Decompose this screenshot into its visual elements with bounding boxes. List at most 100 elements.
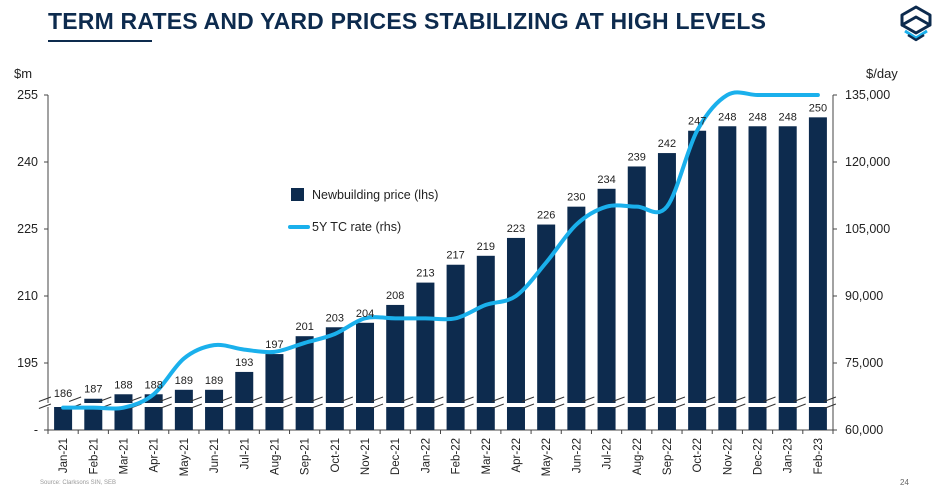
left-tick-label: 255 xyxy=(17,88,38,102)
axis-break-mark xyxy=(219,403,233,409)
x-tick-label: Apr-22 xyxy=(511,438,523,473)
bar xyxy=(718,126,737,431)
bar-value-label: 188 xyxy=(144,379,162,391)
source-note: Source: Clarksons SIN, SEB xyxy=(40,480,117,486)
x-tick-label: May-22 xyxy=(541,438,553,476)
axis-break-mark xyxy=(401,396,414,402)
bar xyxy=(506,237,525,430)
axis-break-mark xyxy=(793,396,806,402)
axis-break-mark xyxy=(702,403,716,409)
axis-break-mark xyxy=(129,396,142,402)
axis-break-mark xyxy=(189,396,203,402)
bar-value-label: 230 xyxy=(567,192,585,204)
bar xyxy=(295,336,314,430)
axis-break-mark xyxy=(280,396,293,402)
bar xyxy=(265,354,284,430)
axis-break-mark xyxy=(99,396,112,402)
axis-break-mark xyxy=(189,403,203,409)
bar-value-label: 189 xyxy=(175,375,193,387)
axis-break-mark xyxy=(582,403,595,409)
title-underline xyxy=(48,40,152,42)
bar-value-label: 186 xyxy=(54,388,72,400)
axis-break-mark xyxy=(491,403,504,409)
bar-value-label: 247 xyxy=(688,116,706,128)
data-labels: 186 187 188 188 189 189 193 197 201 203 204 208 213 2… xyxy=(54,102,827,400)
x-tick-label: Oct-21 xyxy=(330,438,342,473)
bar-value-label: 208 xyxy=(386,290,404,302)
page-number: 24 xyxy=(900,478,909,487)
axis-break-mark xyxy=(68,396,82,402)
right-tick-label: 120,000 xyxy=(845,155,890,169)
axis-break-mark xyxy=(551,396,565,402)
left-tick-label: - xyxy=(34,423,38,437)
bar-value-label: 239 xyxy=(628,151,646,163)
bar-value-label: 193 xyxy=(235,357,253,369)
bar xyxy=(476,255,495,430)
axis-break-mark xyxy=(582,396,595,402)
bar-value-label: 219 xyxy=(477,241,495,253)
axis-break-mark xyxy=(551,403,565,409)
axis-break-mark xyxy=(38,403,52,409)
bar-value-label: 223 xyxy=(507,223,525,235)
bar-value-label: 201 xyxy=(295,321,313,333)
axis-break-mark xyxy=(702,396,716,402)
bar xyxy=(114,394,133,430)
x-tick-label: Sep-21 xyxy=(300,438,312,475)
bar-value-label: 188 xyxy=(114,379,132,391)
x-tick-label: Dec-21 xyxy=(390,438,402,475)
axis-break-mark xyxy=(642,396,655,402)
x-tick-label: Nov-22 xyxy=(722,438,734,475)
right-axis-unit: $/day xyxy=(866,66,898,81)
axis-break-mark xyxy=(672,396,686,402)
axis-break-mark xyxy=(431,396,444,402)
x-tick-label: Feb-21 xyxy=(88,438,100,474)
axis-break-mark xyxy=(763,403,776,409)
bar-value-label: 217 xyxy=(446,250,464,262)
x-tick-label: Jun-21 xyxy=(209,438,221,473)
axis-break-mark xyxy=(521,396,535,402)
axis-break-mark xyxy=(340,396,354,402)
axis-break-mark xyxy=(672,403,686,409)
right-tick-label: 90,000 xyxy=(845,289,883,303)
left-tick-label: 210 xyxy=(17,289,38,303)
bars-group xyxy=(54,117,827,431)
axis-break-mark xyxy=(401,403,414,409)
x-tick-label: Aug-22 xyxy=(632,438,644,475)
x-tick-label: Feb-23 xyxy=(813,438,825,474)
bar xyxy=(174,389,193,430)
legend: Newbuilding price (lhs) 5Y TC rate (rhs) xyxy=(288,188,438,234)
axis-break-mark xyxy=(823,396,837,402)
axis-break-mark xyxy=(642,403,655,409)
axis-break-mark xyxy=(310,396,323,402)
x-tick-label: Jul-21 xyxy=(239,438,251,469)
axis-break-mark xyxy=(370,396,384,402)
x-tick-labels: Jan-21 Feb-21 Mar-21 Apr-21 May-21 Jun-21 Jul-… xyxy=(58,438,825,476)
right-tick-label: 105,000 xyxy=(845,222,890,236)
x-tick-label: Jan-23 xyxy=(783,438,795,473)
axis-break-mark xyxy=(370,403,384,409)
x-tick-label: Sep-22 xyxy=(662,438,674,475)
axis-break-mark xyxy=(733,403,746,409)
bar xyxy=(688,130,707,430)
axis-break-mark xyxy=(250,396,263,402)
bar-value-label: 248 xyxy=(779,111,797,123)
bar-value-label: 203 xyxy=(326,312,344,324)
bar-value-label: 234 xyxy=(597,174,615,186)
axis-break-mark xyxy=(521,403,535,409)
x-tick-label: Jan-21 xyxy=(58,438,70,473)
bar xyxy=(657,153,676,431)
x-tick-label: Dec-22 xyxy=(753,438,765,475)
legend-line-label: 5Y TC rate (rhs) xyxy=(312,220,401,234)
x-tick-label: Jun-22 xyxy=(571,438,583,473)
bar-value-label: 248 xyxy=(718,111,736,123)
axis-break-gap xyxy=(40,403,829,407)
tc-rate-line xyxy=(61,90,820,411)
left-axis-unit: $m xyxy=(14,66,33,81)
axis-break-mark xyxy=(823,403,837,409)
axis-break-mark xyxy=(159,403,172,409)
bar xyxy=(537,224,556,430)
axis-break-mark xyxy=(340,403,354,409)
x-tick-label: Feb-22 xyxy=(451,438,463,474)
axis-break-mark xyxy=(491,396,504,402)
axis-break-mark xyxy=(612,396,625,402)
